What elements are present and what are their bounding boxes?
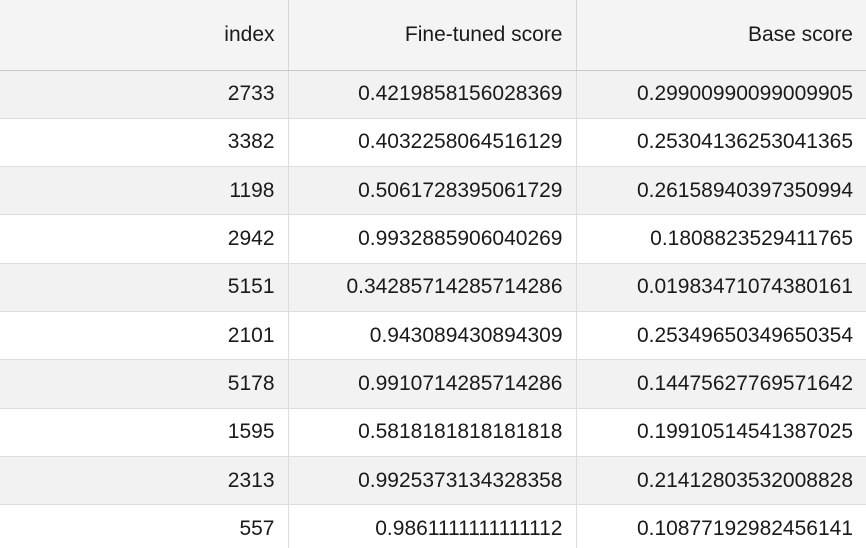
index-cell: 1198 <box>0 166 289 216</box>
table-row: 3382 0.4032258064516129 0.2530413625304136… <box>0 118 866 168</box>
fine-tuned-score-cell: 0.5061728395061729 <box>288 166 577 216</box>
table-row: 1198 0.5061728395061729 0.2615894039735099… <box>0 166 866 216</box>
base-score-cell: 0.26158940397350994 <box>576 166 866 216</box>
base-score-cell: 0.25304136253041365 <box>576 118 866 168</box>
header-row: index Fine-tuned score Base score <box>0 0 866 71</box>
base-score-cell: 0.21412803532008828 <box>576 456 866 506</box>
table-row: 2101 0.943089430894309 0.25349650349650354 <box>0 311 866 361</box>
fine-tuned-score-cell: 0.943089430894309 <box>288 311 577 361</box>
fine-tuned-score-cell: 0.9910714285714286 <box>288 359 577 409</box>
base-score-cell: 0.1808823529411765 <box>576 214 866 264</box>
index-cell: 2313 <box>0 456 289 506</box>
base-score-cell: 0.25349650349650354 <box>576 311 866 361</box>
base-score-cell: 0.10877192982456141 <box>576 504 866 548</box>
fine-tuned-score-cell: 0.5818181818181818 <box>288 408 577 457</box>
column-header-base-score[interactable]: Base score <box>576 0 866 71</box>
table-row: 2733 0.4219858156028369 0.2990099009900990… <box>0 70 866 119</box>
fine-tuned-score-cell: 0.9861111111111112 <box>288 504 577 548</box>
table-row: 5178 0.9910714285714286 0.1447562776957164… <box>0 359 866 409</box>
index-cell: 2101 <box>0 311 289 361</box>
fine-tuned-score-cell: 0.4219858156028369 <box>288 70 577 119</box>
base-score-cell: 0.29900990099009905 <box>576 70 866 119</box>
index-cell: 2942 <box>0 214 289 264</box>
table-row: 557 0.9861111111111112 0.10877192982456141 <box>0 504 866 548</box>
fine-tuned-score-cell: 0.9932885906040269 <box>288 214 577 264</box>
table-row: 5151 0.34285714285714286 0.019834710743801… <box>0 263 866 312</box>
base-score-cell: 0.19910514541387025 <box>576 408 866 457</box>
index-cell: 5151 <box>0 263 289 312</box>
column-header-index[interactable]: index <box>0 0 289 71</box>
index-cell: 2733 <box>0 70 289 119</box>
index-cell: 1595 <box>0 408 289 457</box>
index-cell: 3382 <box>0 118 289 168</box>
base-score-cell: 0.01983471074380161 <box>576 263 866 312</box>
table-row: 2313 0.9925373134328358 0.2141280353200882… <box>0 456 866 506</box>
index-cell: 557 <box>0 504 289 548</box>
base-score-cell: 0.14475627769571642 <box>576 359 866 409</box>
table-row: 2942 0.9932885906040269 0.1808823529411765 <box>0 214 866 264</box>
column-header-fine-tuned-score[interactable]: Fine-tuned score <box>288 0 577 71</box>
index-cell: 5178 <box>0 359 289 409</box>
table-body: 2733 0.4219858156028369 0.2990099009900990… <box>0 70 866 548</box>
table-row: 1595 0.5818181818181818 0.1991051454138702… <box>0 408 866 457</box>
fine-tuned-score-cell: 0.4032258064516129 <box>288 118 577 168</box>
fine-tuned-score-cell: 0.34285714285714286 <box>288 263 577 312</box>
table-header: index Fine-tuned score Base score <box>0 0 866 71</box>
fine-tuned-score-cell: 0.9925373134328358 <box>288 456 577 506</box>
